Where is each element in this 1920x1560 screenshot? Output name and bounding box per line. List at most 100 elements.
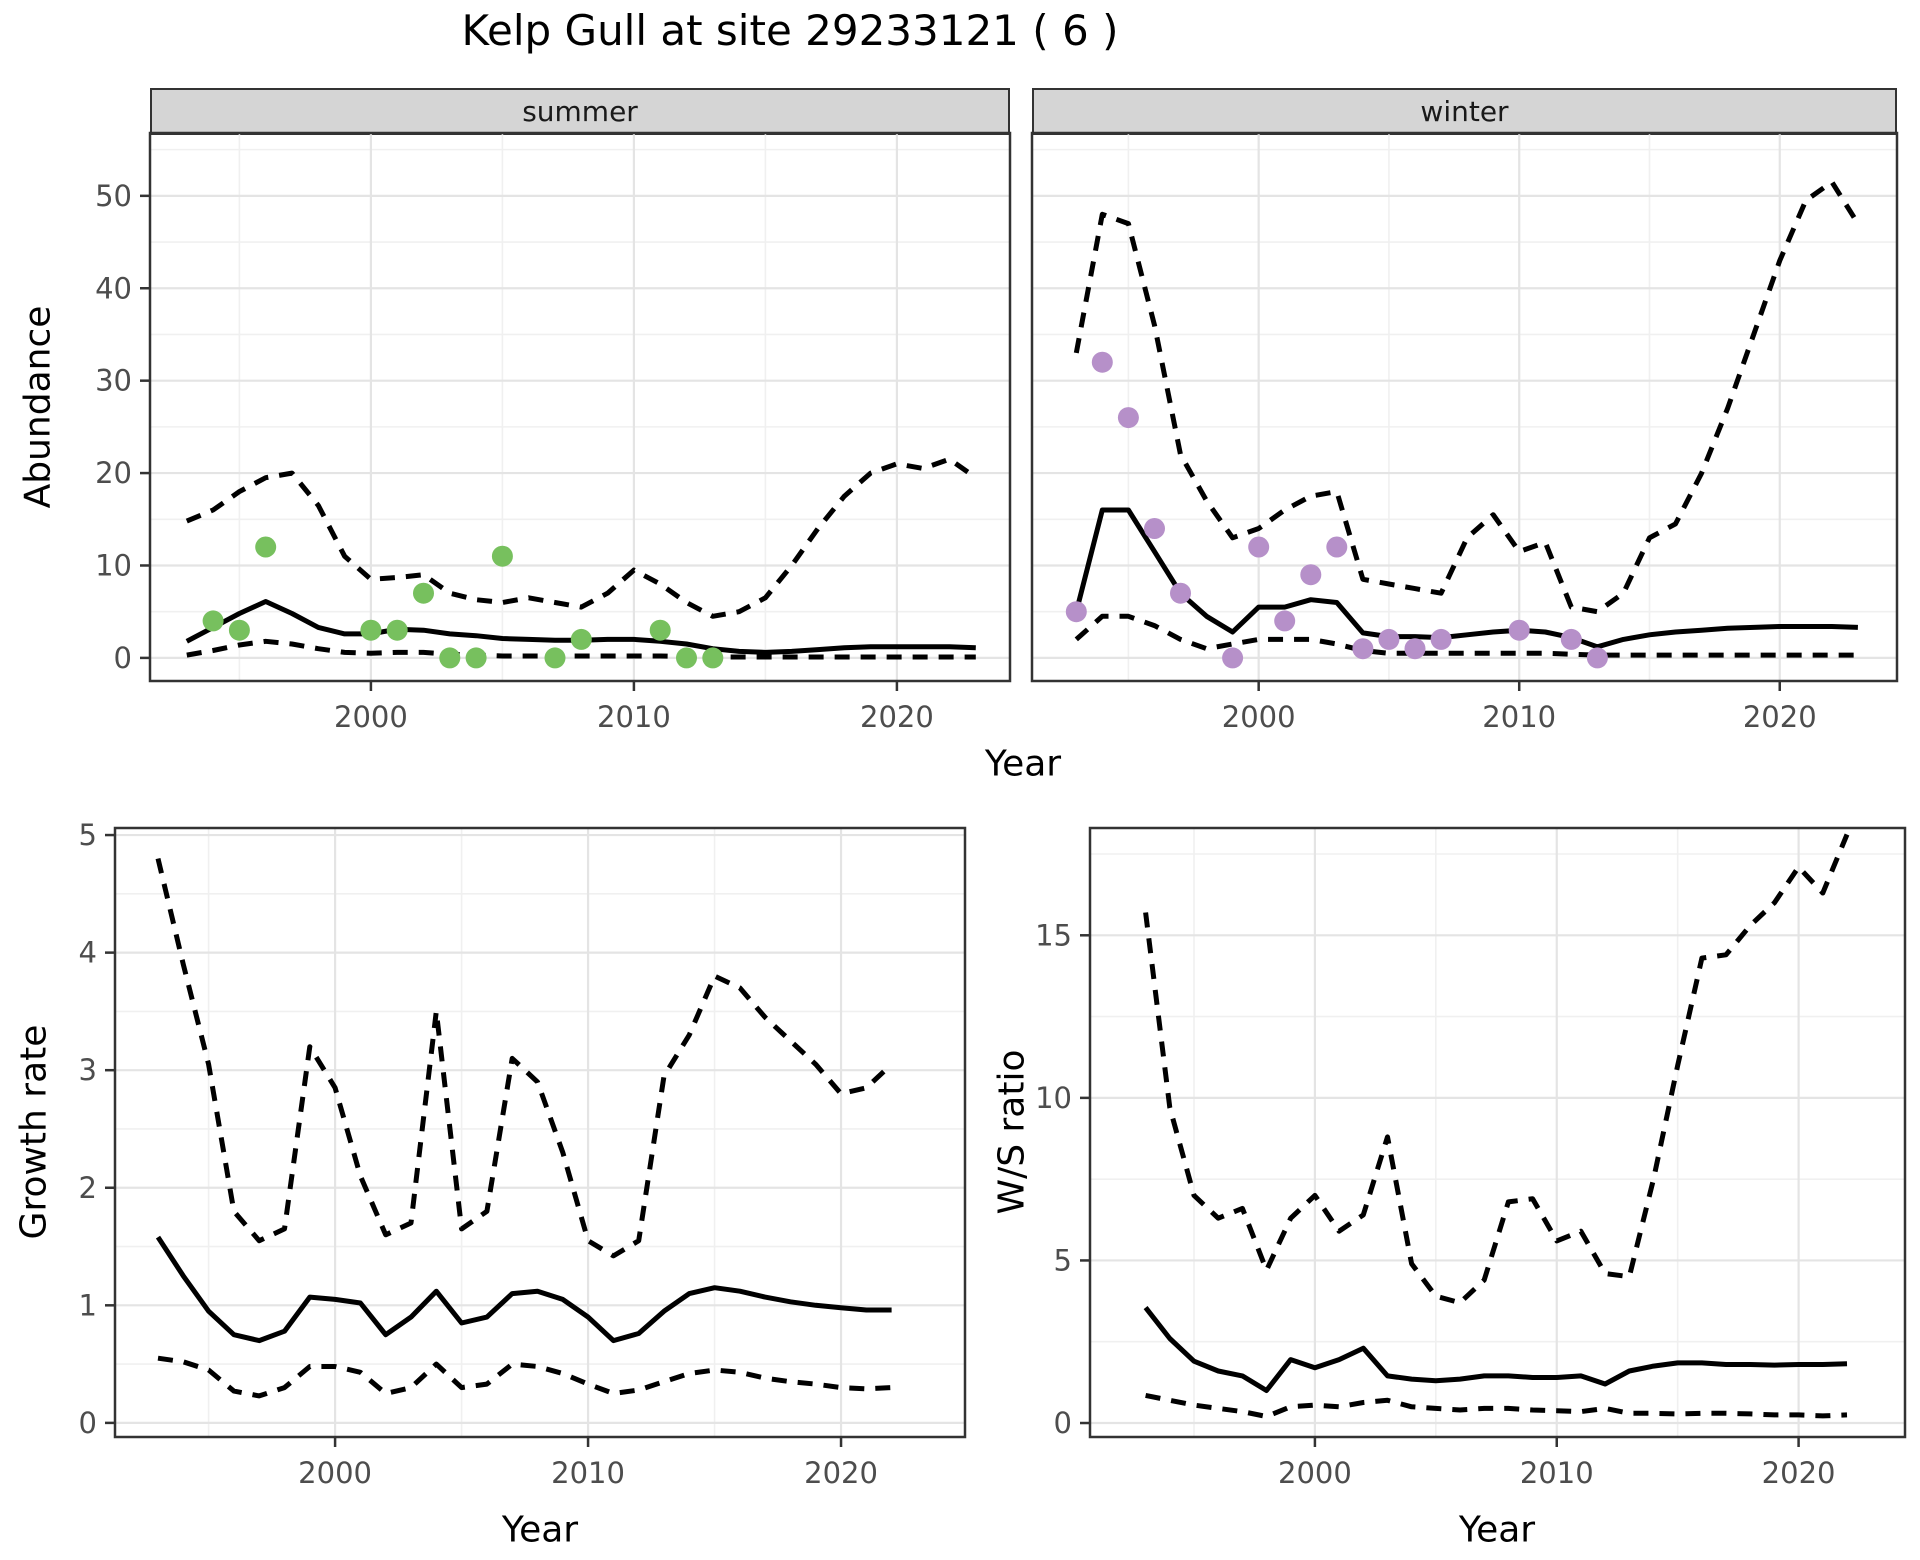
data-point — [202, 610, 224, 632]
data-point — [1144, 518, 1165, 539]
data-point — [1065, 601, 1087, 623]
data-point — [439, 647, 461, 669]
data-point — [1170, 582, 1191, 604]
abundance-summer-x-axis: 2000 2010 2020 — [334, 681, 934, 734]
ws-ratio-lower95-line — [1145, 1392, 1848, 1419]
y-tick-label: 5 — [1054, 1243, 1072, 1277]
y-tick-label: 0 — [79, 1406, 97, 1440]
facet-strip-summer: summer — [150, 88, 1010, 135]
ws-ratio-median-line — [1143, 1306, 1848, 1393]
abundance-winter-upper95-line — [1073, 179, 1861, 615]
data-point — [702, 647, 724, 669]
abundance-summer-panel-border — [148, 131, 1012, 683]
data-point — [1508, 619, 1530, 641]
data-point — [1091, 351, 1113, 373]
y-tick-label: 0 — [114, 641, 132, 675]
ws-year-axis-title: Year — [1458, 1509, 1536, 1551]
ws-ratio-upper95-line — [1143, 833, 1850, 1306]
ws-ratio-axis-title: W/S ratio — [991, 1049, 1033, 1215]
data-point — [491, 545, 513, 567]
growth-rate-upper95-line — [155, 858, 894, 1259]
data-point — [649, 619, 671, 641]
abundance-winter-panel: 2000 2010 2020 — [1030, 131, 1899, 734]
ws-ratio-major-grid — [1090, 828, 1905, 1437]
ws-ratio-y-axis: 0 5 10 15 — [1035, 918, 1090, 1440]
growth-rate-axis-title: Growth rate — [13, 1024, 55, 1240]
x-tick-label: 2010 — [551, 1456, 625, 1490]
y-tick-label: 15 — [1035, 918, 1072, 952]
x-tick-label: 2000 — [1278, 1456, 1352, 1490]
y-tick-label: 1 — [79, 1288, 97, 1322]
data-point — [570, 628, 592, 650]
data-point — [1560, 628, 1582, 650]
growth-rate-y-axis: 0 1 2 3 4 5 — [79, 818, 115, 1440]
abundance-axis-title: Abundance — [17, 305, 59, 509]
abundance-winter-major-grid — [1032, 133, 1897, 681]
x-tick-label: 2020 — [1743, 700, 1817, 734]
x-tick-label: 2020 — [1762, 1456, 1836, 1490]
data-point — [386, 619, 408, 641]
x-tick-label: 2010 — [1520, 1456, 1594, 1490]
data-point — [1378, 628, 1400, 650]
data-point — [1274, 610, 1296, 632]
observed-counts-winter — [1065, 351, 1608, 669]
data-point — [1117, 407, 1139, 429]
growth-rate-lower95-line — [157, 1355, 892, 1399]
data-point — [1430, 628, 1452, 650]
ws-ratio-panel: 2000 2010 2020 0 5 10 15 — [1035, 826, 1907, 1490]
y-tick-label: 3 — [79, 1053, 97, 1087]
y-tick-label: 2 — [79, 1171, 97, 1205]
growth-rate-panel: 2000 2010 2020 0 1 2 3 4 5 — [79, 818, 967, 1490]
abundance-summer-y-axis: 0 10 20 30 40 50 — [95, 179, 150, 675]
y-tick-label: 30 — [95, 364, 132, 398]
x-tick-label: 2000 — [298, 1456, 372, 1490]
growth-rate-major-grid — [115, 828, 965, 1437]
data-point — [676, 647, 697, 669]
y-tick-label: 10 — [95, 548, 132, 582]
y-tick-label: 4 — [79, 936, 97, 970]
data-point — [544, 647, 566, 669]
facet-strip-winter-label: winter — [1420, 95, 1509, 128]
abundance-winter-median-line — [1073, 507, 1858, 650]
top-year-axis-title: Year — [984, 743, 1062, 785]
y-tick-label: 10 — [1035, 1081, 1072, 1115]
ws-ratio-panel-border — [1088, 826, 1907, 1439]
growth-rate-minor-grid — [115, 828, 965, 1437]
growth-year-axis-title: Year — [501, 1509, 579, 1551]
y-tick-label: 20 — [95, 456, 132, 490]
x-tick-label: 2010 — [597, 700, 671, 734]
observed-counts-summer — [202, 536, 724, 669]
data-point — [360, 619, 382, 641]
data-point — [1248, 536, 1270, 558]
x-tick-label: 2000 — [334, 700, 408, 734]
facet-strip-winter: winter — [1032, 88, 1897, 135]
x-tick-label: 2010 — [1482, 700, 1556, 734]
data-point — [1352, 638, 1374, 660]
y-tick-label: 5 — [79, 818, 97, 852]
x-tick-label: 2020 — [860, 700, 934, 734]
ws-ratio-minor-grid — [1090, 828, 1905, 1437]
x-tick-label: 2020 — [804, 1456, 878, 1490]
x-tick-label: 2000 — [1222, 700, 1296, 734]
growth-rate-median-line — [155, 1235, 892, 1344]
facet-strip-summer-label: summer — [522, 95, 638, 128]
ws-ratio-x-axis: 2000 2010 2020 — [1278, 1437, 1835, 1490]
abundance-winter-minor-grid — [1032, 133, 1897, 681]
abundance-summer-lower95-line — [186, 638, 976, 660]
abundance-summer-minor-grid — [150, 133, 1010, 681]
data-point — [1586, 647, 1608, 669]
growth-rate-x-axis: 2000 2010 2020 — [298, 1437, 878, 1490]
data-point — [465, 647, 487, 669]
data-point — [228, 619, 250, 641]
abundance-winter-panel-border — [1030, 131, 1899, 683]
abundance-summer-major-grid — [150, 133, 1010, 681]
data-point — [1404, 638, 1426, 660]
y-tick-label: 0 — [1054, 1406, 1072, 1440]
data-point — [413, 582, 434, 604]
data-point — [1326, 536, 1348, 558]
data-point — [255, 536, 277, 558]
y-tick-label: 50 — [95, 179, 132, 213]
growth-rate-panel-border — [113, 826, 967, 1439]
